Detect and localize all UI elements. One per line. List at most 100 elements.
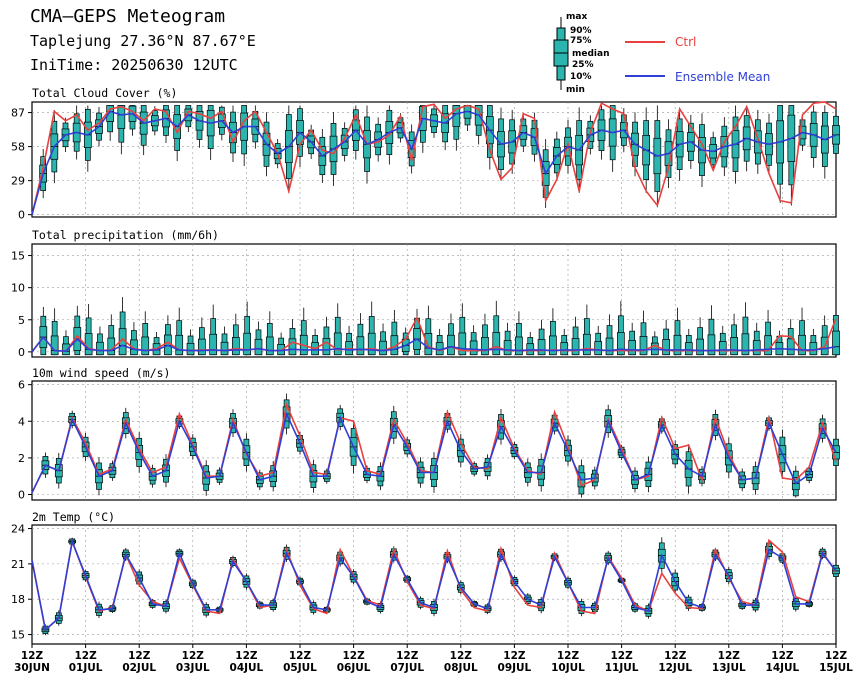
box-inner	[322, 338, 331, 356]
x-tick-label-date: 30JUN	[14, 662, 50, 674]
panel-2: Total precipitation (mm/6h) 15 10 5 0	[11, 228, 840, 359]
box-inner	[50, 335, 59, 356]
y-tick-label: 0	[18, 489, 25, 502]
panel-1: Total Cloud Cover (%) 87 58 29 0	[11, 86, 840, 222]
panel-4: 2m Temp (°C) 24 21 18 15	[11, 510, 840, 645]
box-inner	[639, 335, 648, 356]
page-title: CMA—GEPS Meteogram	[30, 6, 226, 27]
legend-ctrl-label: Ctrl	[675, 35, 696, 49]
boxplot	[117, 105, 126, 155]
y-tick-label: 24	[11, 523, 25, 536]
y-tick-label: 0	[18, 346, 25, 359]
boxplot	[549, 308, 557, 356]
boxplot	[650, 331, 659, 356]
x-tick-label-hour: 12Z	[503, 650, 526, 662]
panel-title: 2m Temp (°C)	[32, 510, 115, 524]
legend: max 90% 75% median 25% 10% min Ctrl Ense…	[553, 12, 770, 95]
boxplot	[299, 307, 308, 356]
box-inner	[571, 338, 580, 356]
legend-mean-label: Ensemble Mean	[675, 70, 770, 84]
boxplot	[195, 105, 204, 148]
boxplot	[164, 315, 172, 356]
box-inner	[379, 340, 387, 356]
panel-title: Total precipitation (mm/6h)	[32, 228, 219, 242]
legend-median: median	[572, 49, 610, 59]
boxplot	[775, 330, 784, 356]
boxplot	[787, 105, 796, 206]
ensemble-mean-series-line	[31, 538, 837, 632]
legend-max: max	[566, 12, 587, 22]
ensemble-mean-series-line	[31, 411, 837, 494]
boxplot	[209, 304, 218, 356]
x-tick-label-date: 09JUL	[498, 662, 532, 674]
box-inner	[458, 332, 467, 356]
boxplot	[333, 303, 342, 356]
boxplot	[441, 105, 450, 151]
box-inner	[175, 334, 184, 356]
boxplot	[707, 305, 716, 356]
boxplot	[571, 316, 580, 356]
box-inner	[220, 341, 229, 356]
panel-title: Total Cloud Cover (%)	[32, 86, 177, 100]
x-tick-label-date: 13JUL	[712, 662, 746, 674]
box-inner	[186, 342, 195, 356]
box-inner	[356, 336, 365, 356]
box-inner	[62, 343, 70, 356]
boxplot	[616, 300, 625, 356]
boxplot	[639, 310, 648, 356]
box-inner	[718, 341, 727, 356]
boxplot	[206, 105, 215, 161]
box-inner	[560, 342, 569, 356]
x-tick-label-date: 12JUL	[658, 662, 692, 674]
x-tick-label-hour: 12Z	[21, 650, 44, 662]
legend-min: min	[566, 85, 585, 95]
y-tick-label: 15	[11, 250, 25, 263]
boxplot	[139, 105, 148, 156]
y-tick-label: 18	[11, 593, 25, 606]
boxplot	[367, 301, 376, 356]
box-inner	[786, 338, 795, 356]
ctrl-series-line	[31, 315, 837, 353]
box-inner	[549, 335, 557, 356]
x-tick-label-hour: 12Z	[289, 650, 312, 662]
x-tick-label-date: 14JUL	[766, 662, 800, 674]
box-inner	[832, 330, 840, 356]
box-inner	[764, 335, 772, 356]
box-inner	[537, 339, 546, 356]
box-inner	[515, 336, 523, 356]
ensemble-mean-series-line	[31, 335, 837, 353]
box-inner	[84, 333, 93, 356]
boxplot	[485, 105, 494, 170]
x-tick-label-hour: 12Z	[235, 650, 258, 662]
boxplot	[605, 314, 614, 356]
box-inner	[254, 338, 263, 356]
y-tick-label: 21	[11, 558, 25, 571]
box-inner	[231, 337, 240, 356]
box-inner	[673, 334, 682, 356]
station-label: Taplejung 27.36°N 87.67°E	[30, 32, 256, 50]
boxplot	[730, 313, 738, 356]
box-inner	[424, 333, 433, 356]
box-inner	[209, 333, 218, 356]
box-inner	[198, 338, 206, 356]
box-inner	[741, 333, 750, 356]
y-tick-label: 29	[11, 175, 25, 188]
panel-frame	[31, 243, 837, 358]
boxplot	[243, 301, 252, 356]
panel-title: 10m wind speed (m/s)	[32, 366, 170, 380]
legend-p10: 10%	[570, 72, 592, 82]
box-inner	[469, 340, 478, 356]
x-tick-label-date: 10JUL	[551, 662, 585, 674]
boxplot	[152, 331, 161, 356]
box-inner	[367, 332, 376, 356]
boxplot	[608, 105, 617, 172]
box-inner	[662, 339, 670, 356]
y-tick-label: 2	[18, 452, 25, 465]
boxplot	[39, 306, 48, 356]
legend-p25: 25%	[572, 60, 594, 70]
box-inner	[594, 341, 603, 356]
boxplot	[463, 105, 472, 131]
y-tick-label: 10	[11, 282, 25, 295]
x-tick-label-date: 07JUL	[390, 662, 424, 674]
x-tick-label-hour: 12Z	[664, 650, 687, 662]
